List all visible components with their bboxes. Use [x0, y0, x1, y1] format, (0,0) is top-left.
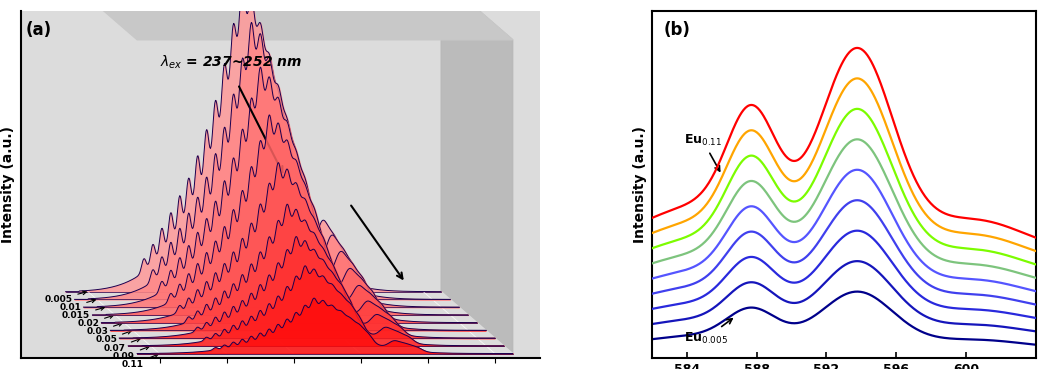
Text: 0.11: 0.11	[122, 354, 158, 369]
Text: 0.015: 0.015	[62, 307, 105, 320]
Y-axis label: Intensity (a.u.): Intensity (a.u.)	[1, 126, 16, 243]
Text: 0.01: 0.01	[60, 299, 95, 312]
Text: 0.005: 0.005	[44, 291, 87, 304]
Text: 0.03: 0.03	[86, 323, 122, 336]
Text: Eu$_{0.005}$: Eu$_{0.005}$	[684, 319, 732, 346]
Text: $\lambda_{ex}$ = 237~252 nm: $\lambda_{ex}$ = 237~252 nm	[159, 53, 301, 71]
Polygon shape	[66, 0, 513, 40]
Polygon shape	[66, 292, 513, 354]
Y-axis label: Intensity (a.u.): Intensity (a.u.)	[633, 126, 646, 243]
Text: (a): (a)	[26, 21, 52, 39]
Text: 0.05: 0.05	[95, 331, 131, 345]
Text: Eu$_{0.11}$: Eu$_{0.11}$	[684, 133, 722, 171]
Text: 0.07: 0.07	[104, 338, 140, 353]
Text: 0.09: 0.09	[113, 346, 150, 361]
Text: 0.02: 0.02	[77, 315, 113, 328]
Polygon shape	[441, 0, 513, 354]
Text: (b): (b)	[664, 21, 690, 39]
